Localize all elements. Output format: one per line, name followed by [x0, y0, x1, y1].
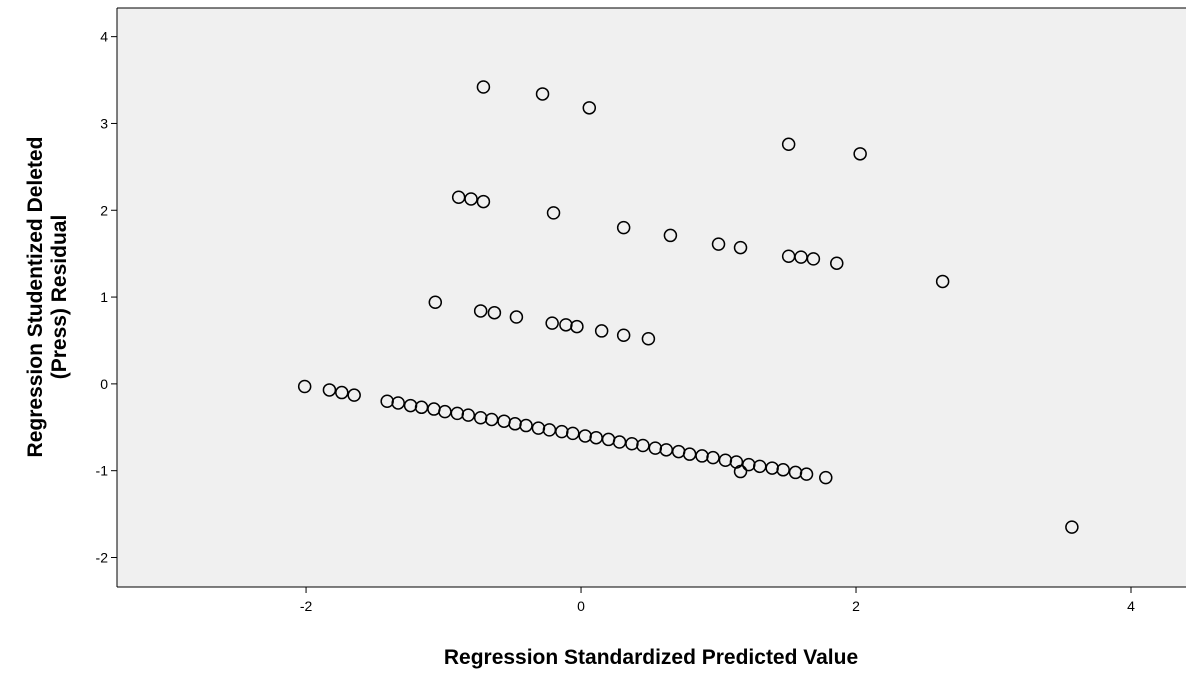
x-tick-label: -2 [300, 598, 313, 614]
y-axis-label: Regression Studentized Deleted [24, 137, 47, 458]
y-axis-label: (Press) Residual [48, 215, 71, 380]
plot-area [117, 8, 1186, 587]
y-tick-label: 3 [100, 115, 108, 131]
y-tick-label: 4 [100, 29, 108, 45]
y-tick-label: 1 [100, 289, 108, 305]
x-axis-label: Regression Standardized Predicted Value [444, 646, 858, 669]
x-tick-label: 0 [577, 598, 585, 614]
x-tick-label: 2 [852, 598, 860, 614]
y-tick-label: -2 [96, 549, 109, 565]
x-tick-label: 4 [1127, 598, 1135, 614]
chart: Regression Standardized Predicted Value … [0, 0, 1186, 681]
y-tick-label: 2 [100, 202, 108, 218]
y-tick-label: -1 [96, 463, 109, 479]
y-tick-label: 0 [100, 376, 108, 392]
